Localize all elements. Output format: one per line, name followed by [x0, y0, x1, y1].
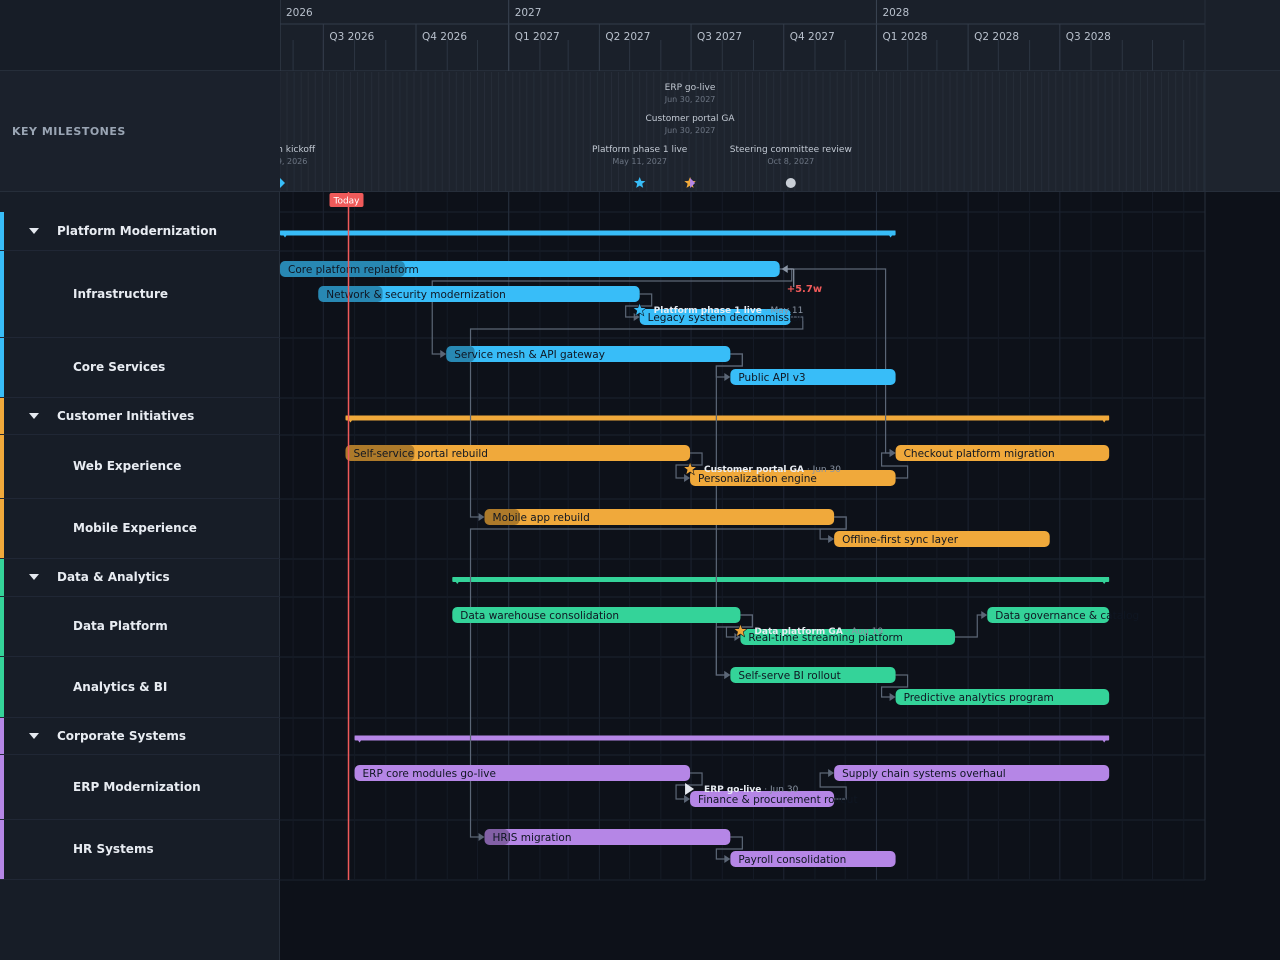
subgroup-row-analytics-bi[interactable]: Analytics & BI — [0, 657, 280, 718]
group-color-stripe — [0, 398, 4, 434]
collapse-chevron-icon[interactable] — [29, 412, 39, 419]
collapse-chevron-icon[interactable] — [29, 227, 39, 234]
left-header — [0, 0, 280, 71]
subgroup-label: ERP Modernization — [73, 779, 201, 794]
timeline-header — [280, 0, 1280, 71]
group-label: Platform Modernization — [57, 223, 218, 238]
group-label: Corporate Systems — [57, 728, 186, 743]
subgroup-label: Mobile Experience — [73, 521, 197, 535]
subgroup-label: HR Systems — [73, 842, 154, 856]
group-color-stripe — [0, 435, 4, 498]
group-label: Customer Initiatives — [57, 408, 195, 423]
group-color-stripe — [0, 499, 4, 558]
subgroup-row-hr-systems[interactable]: HR Systems — [0, 820, 280, 880]
subgroup-row-mobile-experience[interactable]: Mobile Experience — [0, 499, 280, 559]
group-row-customer-initiatives[interactable]: Customer Initiatives — [0, 398, 280, 435]
subgroup-label: Infrastructure — [73, 286, 169, 301]
subgroup-label: Analytics & BI — [73, 679, 168, 694]
collapse-chevron-icon[interactable] — [29, 574, 39, 580]
group-color-stripe — [0, 597, 4, 656]
left-panel: KEY MILESTONES Platform Modernization Inf… — [0, 0, 280, 960]
milestone-band — [280, 71, 1280, 192]
subgroup-row-core-services[interactable]: Core Services — [0, 338, 280, 398]
subgroup-row-infrastructure[interactable]: Infrastructure — [0, 251, 280, 338]
collapse-chevron-icon[interactable] — [29, 732, 39, 739]
group-row-data-analytics[interactable]: Data & Analytics — [0, 559, 280, 597]
group-color-stripe — [0, 251, 4, 337]
group-color-stripe — [0, 755, 4, 819]
milestones-label: KEY MILESTONES — [12, 125, 126, 138]
subgroup-row-data-platform[interactable]: Data Platform — [0, 597, 280, 657]
group-row-platform-modernization[interactable]: Platform Modernization — [0, 212, 280, 251]
subgroup-label: Web Experience — [73, 459, 182, 473]
group-color-stripe — [0, 820, 4, 879]
group-color-stripe — [0, 559, 4, 596]
subgroup-label: Data Platform — [73, 619, 168, 633]
group-color-stripe — [0, 212, 4, 250]
subgroup-row-web-experience[interactable]: Web Experience — [0, 435, 280, 499]
group-label: Data & Analytics — [57, 570, 170, 584]
group-color-stripe — [0, 338, 4, 397]
group-color-stripe — [0, 718, 4, 754]
group-row-corporate-systems[interactable]: Corporate Systems — [0, 718, 280, 755]
group-color-stripe — [0, 657, 4, 717]
milestones-label-row: KEY MILESTONES — [0, 71, 280, 192]
subgroup-row-erp-modernization[interactable]: ERP Modernization — [0, 755, 280, 820]
subgroup-label: Core Services — [73, 360, 166, 374]
